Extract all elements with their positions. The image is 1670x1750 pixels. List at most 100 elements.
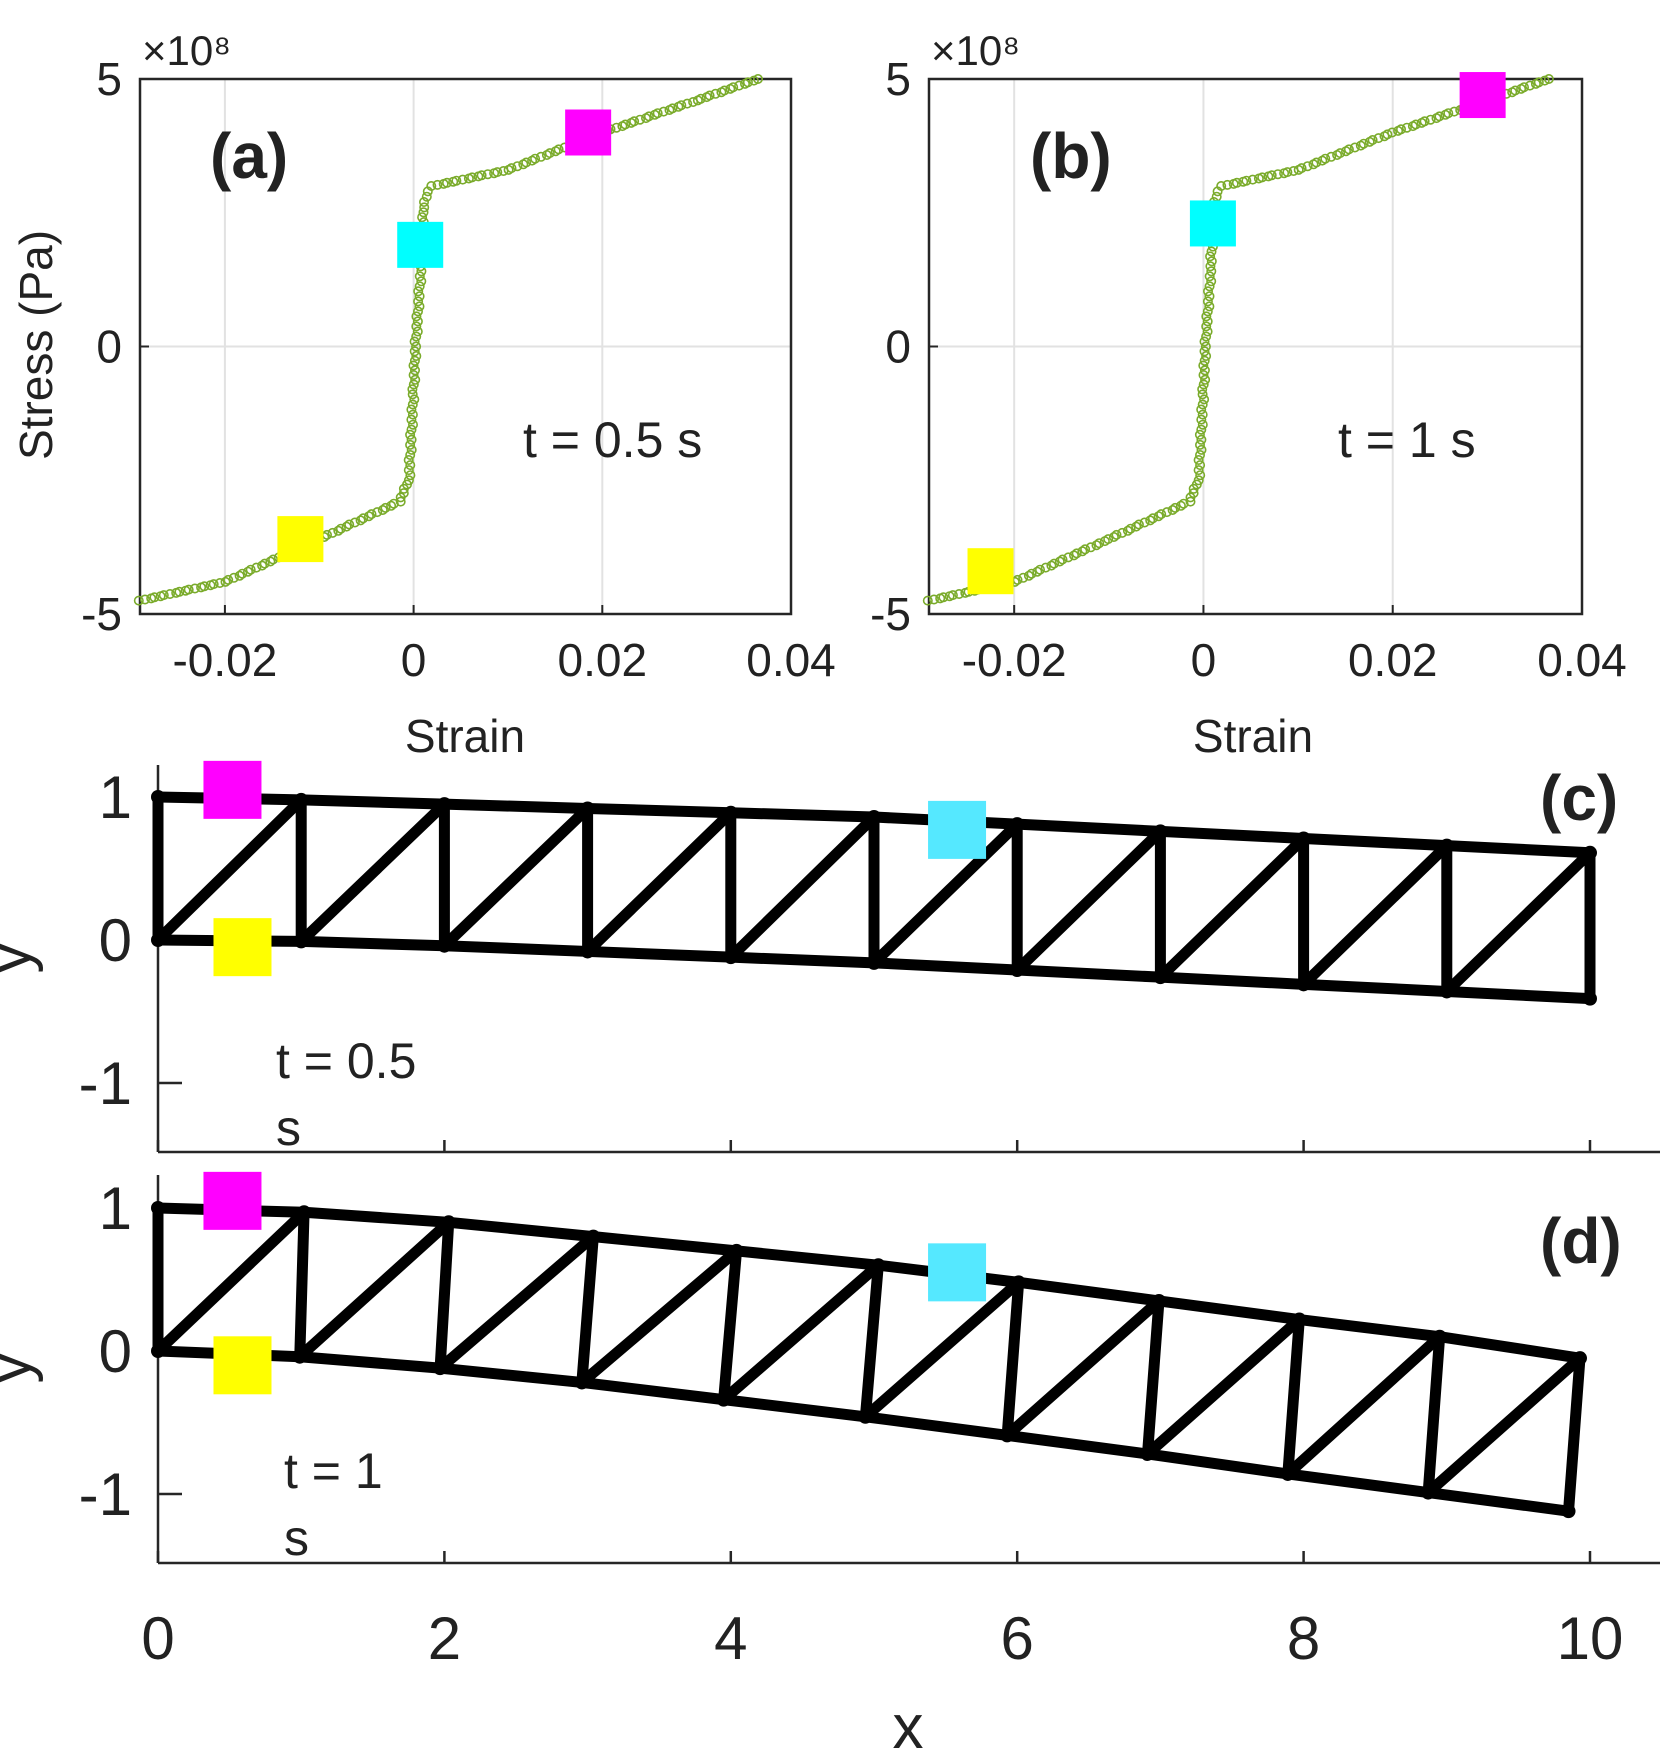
panel-b-data-point-186: [1533, 77, 1544, 88]
panel-b-data-point-97: [1202, 296, 1213, 307]
panel-b-data-point-29: [1063, 552, 1074, 563]
panel-a-data-point-77: [409, 394, 420, 405]
panel-a-data-point-99: [413, 286, 424, 297]
panel-b-data-point-53: [1170, 502, 1181, 513]
panel-b-data-point-165: [1434, 111, 1445, 122]
panel-b-data-point-21: [1026, 568, 1037, 579]
panel-b-xtick-label-3: 0.04: [1537, 634, 1627, 686]
panel-c-top-chord-9: [1441, 840, 1596, 859]
panel-c-diagonal-9: [1441, 847, 1596, 997]
panel-d-bottom-node-5: [858, 1409, 873, 1424]
panel-a-data-point-160: [620, 119, 631, 130]
panel-d-y-axis-label: y: [0, 1353, 44, 1384]
panel-b-data-point-155: [1387, 127, 1398, 138]
panel-c-bottom-chord-6: [1011, 964, 1166, 983]
panel-c-bottom-node-5: [867, 955, 881, 970]
panel-a-data-point-72: [407, 419, 418, 430]
panel-a-data-point-42: [333, 525, 344, 536]
panel-b-data-point-80: [1198, 379, 1209, 390]
panel-d-xtick-label-3: 6: [1001, 1605, 1034, 1672]
panel-a-data-point-46: [349, 517, 360, 528]
panel-b-data-point-93: [1202, 316, 1213, 327]
panel-a-data-point-133: [492, 167, 503, 178]
panel-a-data-point-101: [416, 276, 427, 287]
panel-b-data-point-146: [1343, 144, 1354, 155]
panel-b-data-point-33: [1080, 544, 1091, 555]
panel-a-data-point-13: [199, 581, 210, 592]
panel-a-data-point-144: [544, 148, 555, 159]
panel-b-data-point-121: [1222, 179, 1233, 190]
panel-b-data-point-41: [1117, 527, 1128, 538]
panel-b-data-point-49: [1153, 511, 1164, 522]
panel-b-data-point-23: [1035, 564, 1046, 575]
panel-b-data-point-123: [1231, 177, 1242, 188]
panel-a-data-point-43: [335, 523, 346, 534]
panel-a-data-point-120: [426, 181, 437, 192]
panel-d-top-chord-3: [587, 1231, 743, 1257]
panel-a-data-point-165: [643, 111, 654, 122]
panel-b-data-point-51: [1161, 507, 1172, 518]
panel-b-data-point-76: [1197, 399, 1208, 410]
panel-b-data-point-77: [1199, 394, 1210, 405]
panel-c-bottom-chord-1: [295, 935, 450, 952]
panel-b-data-point-136: [1296, 163, 1307, 174]
panel-a-data-point-176: [695, 93, 706, 104]
panel-a-data-point-67: [406, 444, 417, 455]
panel-c-y-axis-label: y: [0, 943, 44, 974]
panel-a-data-point-81: [410, 374, 421, 385]
panel-b-data-point-188: [1543, 74, 1554, 85]
panel-c-bottom-node-4: [723, 950, 738, 965]
panel-a-data-point-125: [451, 175, 462, 186]
panel-d-diagonal-5: [859, 1276, 1025, 1423]
panel-d-vertical-9: [1422, 1331, 1446, 1499]
panel-a-data-point-25: [257, 560, 268, 571]
panel-b-data-point-56: [1185, 496, 1196, 507]
panel-c-bottom-node-0: [151, 933, 165, 947]
panel-b-data-point-142: [1326, 151, 1337, 162]
panel-b-data-point-139: [1311, 157, 1322, 168]
panel-b-data-point-168: [1449, 106, 1460, 117]
panel-d-top-node-1: [297, 1205, 312, 1220]
panel-a-stress-strain: -0.02 0 0.02 0.04 -5 0 5 ×10⁸ (a) t = 0.5 s S…: [10, 27, 836, 762]
panel-c-diagonal-0: [152, 794, 307, 946]
panel-a-data-point-16: [214, 577, 225, 588]
panel-c-diagonal-5: [868, 818, 1023, 969]
panel-b-data-point-90: [1201, 331, 1212, 342]
panel-b-data-point-48: [1147, 513, 1158, 524]
panel-b-data-point-30: [1069, 550, 1080, 561]
panel-c-marker-yellow: [213, 918, 272, 977]
panel-b-data-point-162: [1419, 116, 1430, 127]
panel-b-data-point-99: [1203, 286, 1214, 297]
panel-d-vertical-8: [1282, 1314, 1305, 1480]
panel-d-top-chord-9: [1434, 1331, 1586, 1364]
panel-a-data-point-121: [432, 179, 443, 190]
panel-a-data-point-158: [611, 122, 622, 133]
panel-c-bottom-node-9: [1439, 984, 1454, 999]
panel-c-bottom-node-3: [580, 944, 595, 959]
panel-c-time-annotation-line1: t = 0.5: [276, 1033, 416, 1089]
panel-b-data-point-95: [1202, 306, 1213, 317]
panel-b-data-point-157: [1396, 124, 1407, 135]
panel-b-data-point-31: [1071, 548, 1082, 559]
panel-d-bottom-chord-3: [576, 1376, 730, 1406]
panel-a-data-point-186: [742, 77, 753, 88]
panel-b-data-point-20: [1023, 570, 1034, 581]
panel-c-top-node-6: [1010, 817, 1025, 832]
panel-a-data-point-146: [553, 144, 564, 155]
panel-a-data-point-10: [183, 584, 194, 595]
panel-b-data-point-66: [1195, 449, 1206, 460]
panel-a-data-point-115: [418, 207, 429, 218]
panel-c-top-chord-7: [1154, 825, 1310, 844]
panel-d-bottom-node-10: [1561, 1504, 1576, 1519]
panel-d-marker-yellow: [213, 1336, 272, 1395]
panel-a-data-point-92: [411, 321, 422, 332]
panel-b-data-point-1: [928, 594, 939, 605]
panel-c-bottom-node-7: [1153, 970, 1168, 985]
panel-b-data-point-105: [1206, 256, 1217, 267]
panel-d-bottom-node-6: [1000, 1428, 1015, 1443]
panel-d-vertical-1: [294, 1206, 310, 1363]
panel-a-data-point-19: [228, 572, 239, 583]
panel-b-data-point-102: [1204, 271, 1215, 282]
panel-a-ytick-label-1: 0: [96, 321, 122, 373]
panel-b-data-point-0: [922, 595, 933, 606]
